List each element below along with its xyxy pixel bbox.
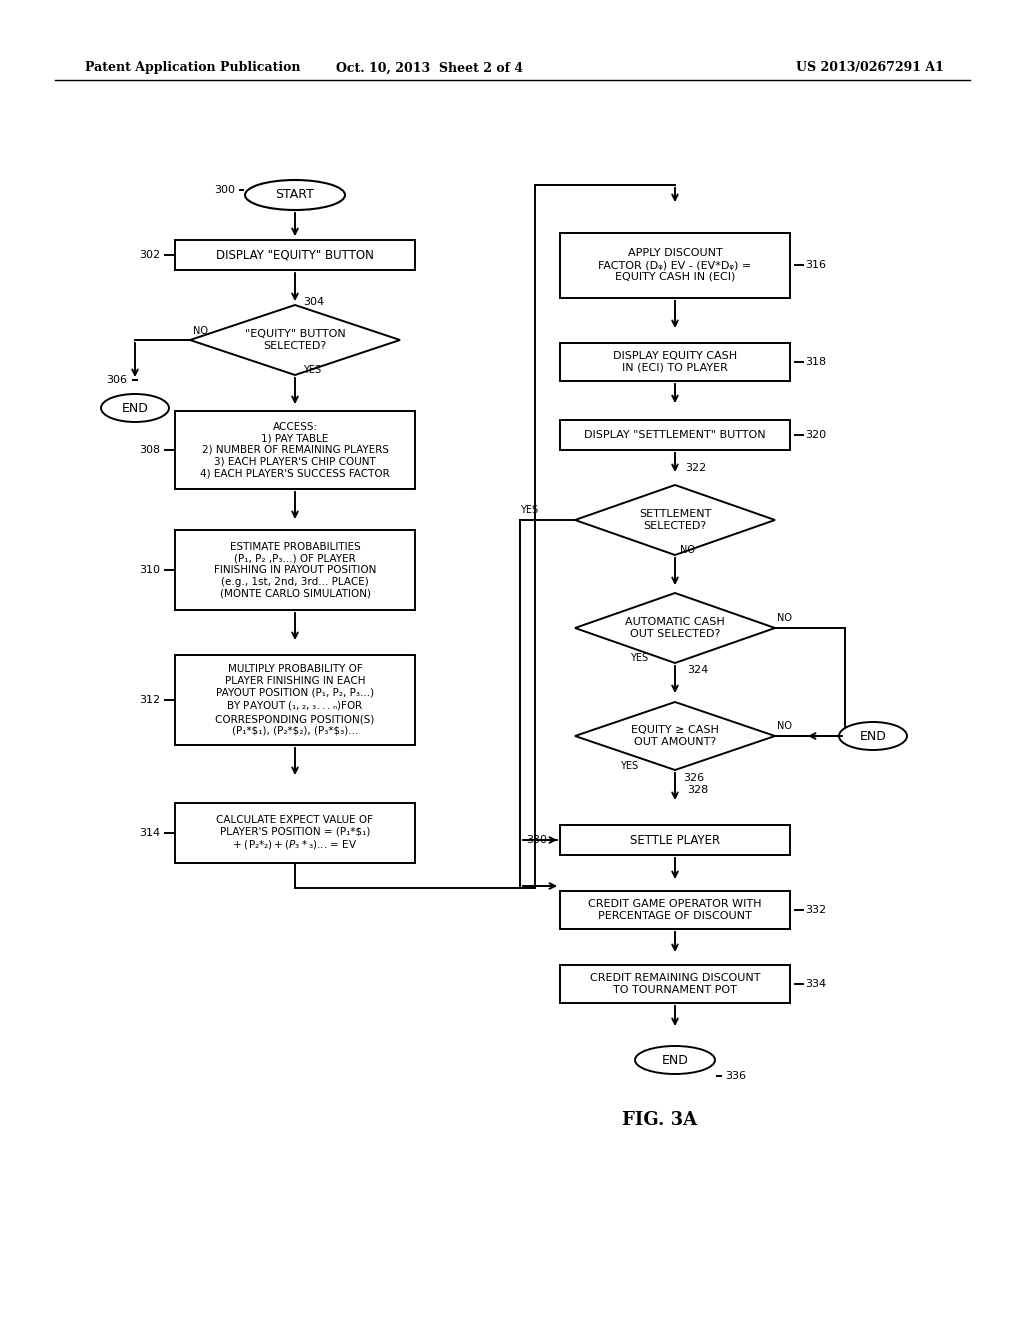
Polygon shape <box>575 593 775 663</box>
Polygon shape <box>575 702 775 770</box>
Text: "EQUITY" BUTTON
SELECTED?: "EQUITY" BUTTON SELECTED? <box>245 329 345 351</box>
Text: END: END <box>662 1053 688 1067</box>
Ellipse shape <box>101 393 169 422</box>
Text: 310: 310 <box>139 565 160 576</box>
Text: 334: 334 <box>805 979 826 989</box>
Text: SETTLE PLAYER: SETTLE PLAYER <box>630 833 720 846</box>
Text: ESTIMATE PROBABILITIES
(P₁, P₂ ,P₃...) OF PLAYER
FINISHING IN PAYOUT POSITION
(e: ESTIMATE PROBABILITIES (P₁, P₂ ,P₃...) O… <box>214 541 376 598</box>
Text: 328: 328 <box>687 785 709 795</box>
Text: CALCULATE EXPECT VALUE OF
PLAYER'S POSITION = (P₁*$₁)
+ (P₂*$₂) + (P₃*$₃)... = E: CALCULATE EXPECT VALUE OF PLAYER'S POSIT… <box>216 814 374 851</box>
Text: 320: 320 <box>805 430 826 440</box>
Text: 326: 326 <box>683 774 705 783</box>
Text: EQUITY ≥ CASH
OUT AMOUNT?: EQUITY ≥ CASH OUT AMOUNT? <box>631 725 719 747</box>
Ellipse shape <box>839 722 907 750</box>
Bar <box>175 411 415 488</box>
Text: 312: 312 <box>139 696 160 705</box>
Text: MULTIPLY PROBABILITY OF
PLAYER FINISHING IN EACH
PAYOUT POSITION (P₁, P₂, P₃...): MULTIPLY PROBABILITY OF PLAYER FINISHING… <box>215 664 375 735</box>
Text: END: END <box>859 730 887 742</box>
Text: ACCESS:
1) PAY TABLE
2) NUMBER OF REMAINING PLAYERS
3) EACH PLAYER'S CHIP COUNT
: ACCESS: 1) PAY TABLE 2) NUMBER OF REMAIN… <box>200 422 390 478</box>
Text: 336: 336 <box>725 1071 746 1081</box>
Text: NO: NO <box>193 326 208 337</box>
Bar <box>560 232 790 297</box>
Text: AUTOMATIC CASH
OUT SELECTED?: AUTOMATIC CASH OUT SELECTED? <box>625 618 725 639</box>
Ellipse shape <box>245 180 345 210</box>
Text: 332: 332 <box>805 906 826 915</box>
Text: YES: YES <box>303 366 322 375</box>
Text: NO: NO <box>777 721 792 731</box>
Bar <box>560 825 790 855</box>
Text: 316: 316 <box>805 260 826 271</box>
Polygon shape <box>190 305 400 375</box>
Text: START: START <box>275 189 314 202</box>
Text: DISPLAY "EQUITY" BUTTON: DISPLAY "EQUITY" BUTTON <box>216 248 374 261</box>
Text: Patent Application Publication: Patent Application Publication <box>85 62 300 74</box>
Text: 330: 330 <box>526 836 547 845</box>
Text: DISPLAY "SETTLEMENT" BUTTON: DISPLAY "SETTLEMENT" BUTTON <box>584 430 766 440</box>
Bar <box>175 803 415 863</box>
Bar <box>175 240 415 271</box>
Polygon shape <box>575 484 775 554</box>
Text: DISPLAY EQUITY CASH
IN (ECI) TO PLAYER: DISPLAY EQUITY CASH IN (ECI) TO PLAYER <box>613 351 737 372</box>
Text: 314: 314 <box>139 828 160 838</box>
Text: 306: 306 <box>106 375 127 385</box>
Text: 322: 322 <box>685 463 707 473</box>
Bar <box>560 965 790 1003</box>
Text: END: END <box>122 401 148 414</box>
Bar <box>175 655 415 744</box>
Text: Oct. 10, 2013  Sheet 2 of 4: Oct. 10, 2013 Sheet 2 of 4 <box>337 62 523 74</box>
Text: 304: 304 <box>303 297 325 308</box>
Bar <box>175 531 415 610</box>
Text: APPLY DISCOUNT
FACTOR (Dᵩ) EV - (EV*Dᵩ) =
EQUITY CASH IN (ECI): APPLY DISCOUNT FACTOR (Dᵩ) EV - (EV*Dᵩ) … <box>598 248 752 281</box>
Text: CREDIT GAME OPERATOR WITH
PERCENTAGE OF DISCOUNT: CREDIT GAME OPERATOR WITH PERCENTAGE OF … <box>588 899 762 921</box>
Text: NO: NO <box>777 612 792 623</box>
Text: 324: 324 <box>687 665 709 675</box>
Bar <box>560 343 790 381</box>
Text: CREDIT REMAINING DISCOUNT
TO TOURNAMENT POT: CREDIT REMAINING DISCOUNT TO TOURNAMENT … <box>590 973 760 995</box>
Text: SETTLEMENT
SELECTED?: SETTLEMENT SELECTED? <box>639 510 712 531</box>
Text: NO: NO <box>680 545 695 554</box>
Text: YES: YES <box>630 653 648 663</box>
Text: YES: YES <box>520 506 539 515</box>
Text: 318: 318 <box>805 356 826 367</box>
Text: 302: 302 <box>139 249 160 260</box>
Bar <box>560 891 790 929</box>
Text: FIG. 3A: FIG. 3A <box>623 1111 697 1129</box>
Bar <box>560 420 790 450</box>
Ellipse shape <box>635 1045 715 1074</box>
Text: YES: YES <box>620 762 638 771</box>
Text: 308: 308 <box>139 445 160 455</box>
Text: 300: 300 <box>214 185 234 195</box>
Text: US 2013/0267291 A1: US 2013/0267291 A1 <box>796 62 944 74</box>
